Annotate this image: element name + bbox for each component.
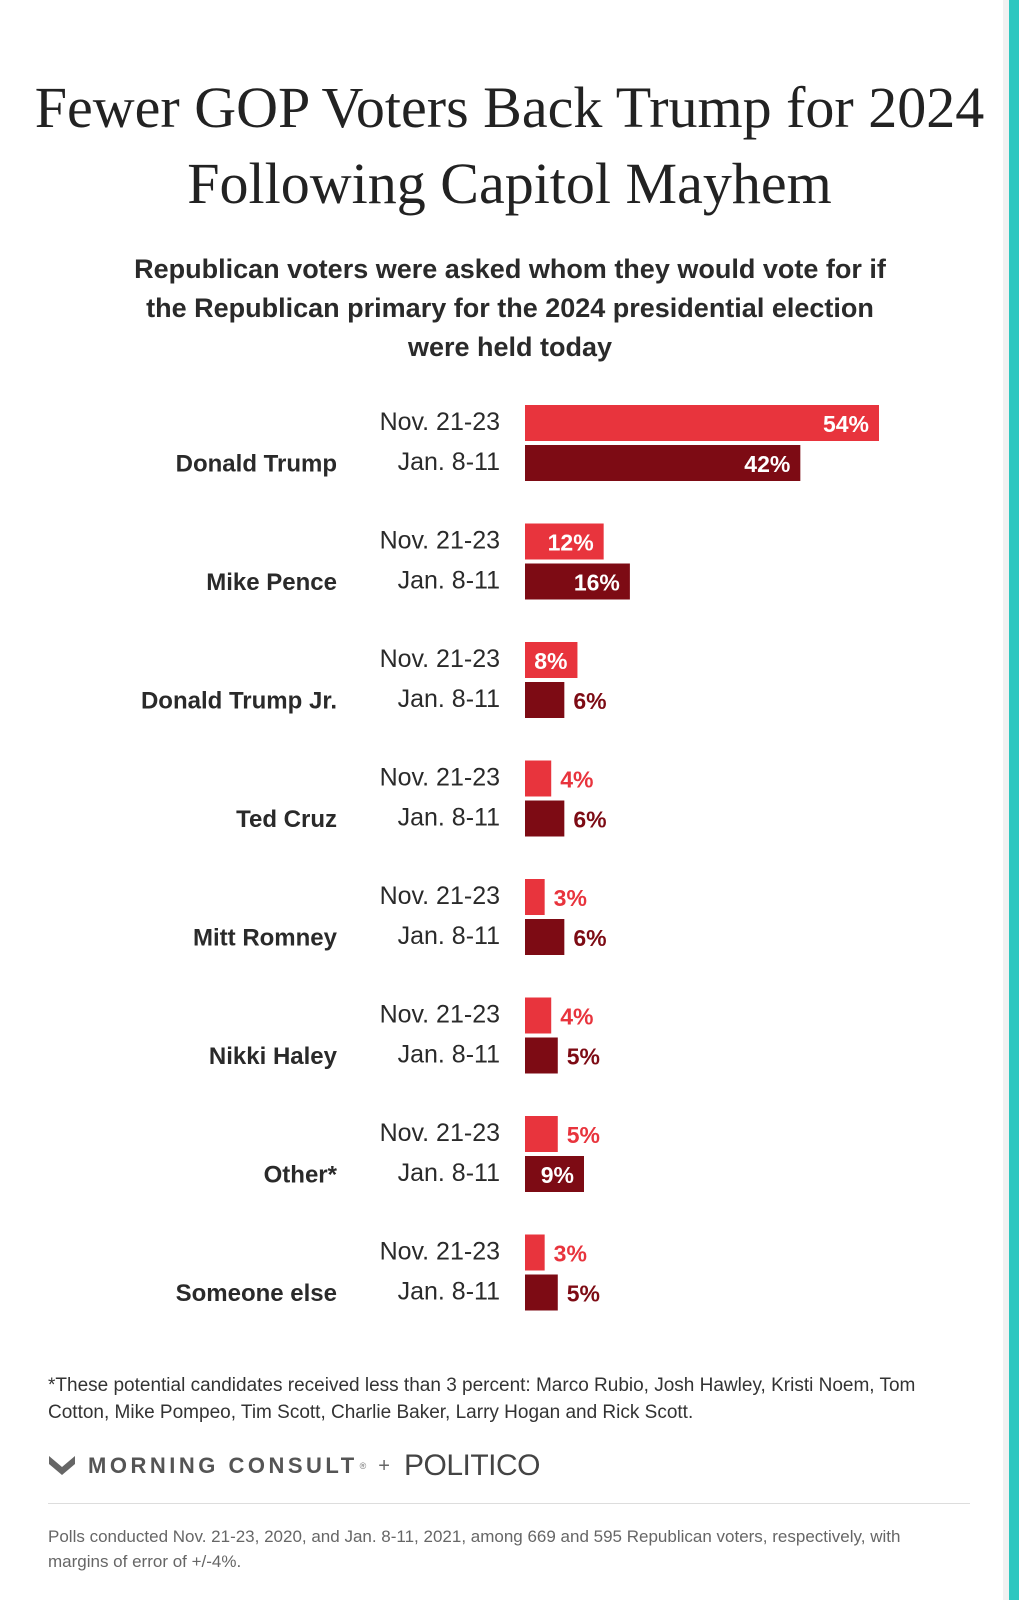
data-label: 6% [573,688,606,714]
bar-jan [525,682,565,718]
morning-consult-logo-icon [49,1456,75,1475]
series-label: Jan. 8-11 [398,1041,500,1069]
politico-wordmark: POLITICO [403,1449,541,1482]
category-label: Ted Cruz [236,806,337,833]
chart-subtitle: Republican voters were asked whom they w… [134,254,886,362]
bar-jan [525,1274,558,1311]
series-label: Nov. 21-23 [380,882,500,910]
bar-nov [525,1234,545,1271]
series-label: Jan. 8-11 [398,448,500,476]
category-label: Donald Trump [176,451,337,478]
morning-consult-wordmark: MORNING CONSULT [88,1453,358,1478]
brand-logos: MORNING CONSULT ® + POLITICO [48,1448,541,1484]
category-label: Other* [264,1162,338,1189]
edge-shadow [1003,0,1009,1600]
bar-jan [525,1156,584,1192]
bar-jan [525,445,801,481]
series-label: Nov. 21-23 [380,645,500,673]
data-label: 3% [554,885,587,911]
category-label: Nikki Haley [209,1043,338,1070]
bar-jan [525,919,565,955]
series-label: Nov. 21-23 [380,527,500,555]
series-label: Nov. 21-23 [380,408,500,436]
data-label: 16% [574,570,620,596]
data-label: 8% [534,648,567,674]
trademark-mark: ® [359,1461,367,1471]
divider [48,1503,970,1504]
series-label: Nov. 21-23 [380,764,500,792]
bar-nov [525,879,545,915]
bar-nov [525,760,552,797]
series-label: Nov. 21-23 [380,1119,500,1147]
series-label: Jan. 8-11 [398,804,500,832]
bar-jan [525,1037,558,1074]
category-label: Someone else [176,1280,337,1307]
bar-jan [525,800,565,837]
data-label: 6% [573,925,606,951]
bar-jan [525,563,630,600]
series-label: Jan. 8-11 [398,1278,500,1306]
data-label: 42% [744,451,790,477]
bar-nov [525,642,578,678]
data-label: 12% [548,530,594,556]
data-label: 4% [560,1004,593,1030]
category-label: Mitt Romney [193,925,338,952]
series-label: Jan. 8-11 [398,567,500,595]
series-label: Nov. 21-23 [380,1238,500,1266]
accent-edge-bar [1009,0,1019,1600]
data-label: 3% [554,1241,587,1267]
bar-nov [525,997,552,1034]
category-label: Donald Trump Jr. [141,688,337,715]
chart-title: Fewer GOP Voters Back Trump for 2024 Fol… [34,75,985,216]
data-label: 54% [823,411,869,437]
series-label: Nov. 21-23 [380,1001,500,1029]
series-label: Jan. 8-11 [398,922,500,950]
data-label: 5% [567,1281,600,1307]
footnote: *These potential candidates received les… [48,1375,916,1423]
data-label: 5% [567,1122,600,1148]
bar-chart: Donald Trump Nov. 21-23 54% Jan. 8-11 42% Mik… [141,405,879,1311]
bar-nov [525,1116,558,1152]
source-note: Polls conducted Nov. 21-23, 2020, and Ja… [48,1527,901,1571]
data-label: 9% [541,1162,574,1188]
bar-nov [525,405,879,441]
bar-nov [525,523,604,560]
category-label: Mike Pence [206,569,337,596]
series-label: Jan. 8-11 [398,685,500,713]
brand-plus: + [378,1454,390,1477]
series-label: Jan. 8-11 [398,1159,500,1187]
data-label: 5% [567,1044,600,1070]
data-label: 4% [560,767,593,793]
data-label: 6% [573,807,606,833]
